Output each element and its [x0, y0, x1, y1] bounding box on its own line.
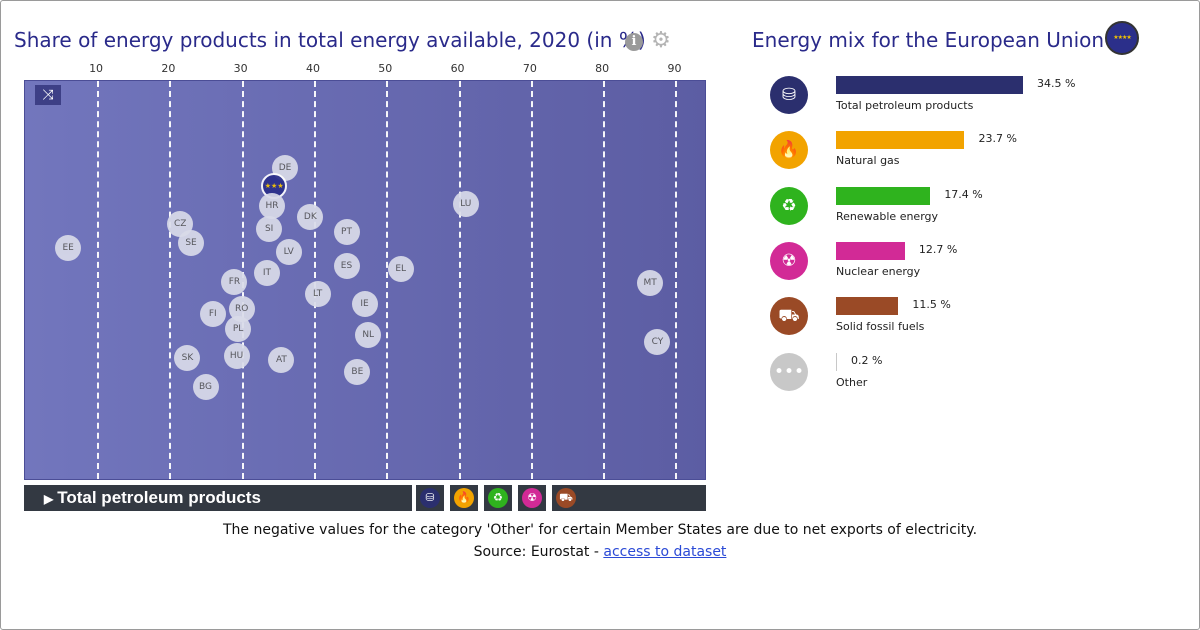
x-tick-label: 50	[378, 62, 393, 75]
x-tick-label: 70	[522, 62, 537, 75]
scatter-plot-area: ⤨ EE CZ SE FR FI PL RO HU SK BG DE ★★★ HR SI DK LV IT AT L…	[24, 80, 706, 480]
recycle-icon: ♻	[770, 186, 808, 225]
energy-mix-value: 17.4 %	[944, 187, 983, 201]
oil-barrel-icon: ⛁	[420, 488, 440, 508]
gridline	[675, 81, 678, 479]
energy-mix-label: Nuclear energy	[836, 264, 921, 278]
energy-mix-value: 0.2 %	[851, 353, 883, 367]
x-axis-ticks: 10 20 30 40 50 60 70 80 90	[0, 62, 710, 78]
energy-mix-bar	[836, 131, 965, 150]
gear-icon[interactable]: ⚙	[651, 28, 671, 53]
category-button-coal-cart[interactable]: ⛟	[552, 485, 580, 511]
energy-mix-value: 11.5 %	[912, 298, 951, 312]
x-tick-label: 10	[89, 62, 104, 75]
country-marker-nl[interactable]: NL	[355, 322, 382, 348]
country-marker-se[interactable]: SE	[178, 230, 205, 256]
country-marker-bg[interactable]: BG	[192, 374, 219, 400]
x-tick-label: 60	[450, 62, 465, 75]
radiation-icon: ☢	[522, 488, 542, 508]
energy-mix-bar	[836, 297, 899, 316]
radiation-icon: ☢	[770, 241, 808, 280]
energy-mix-label: Renewable energy	[836, 209, 939, 223]
source-text: Source: Eurostat -	[473, 544, 604, 560]
gridline	[97, 81, 100, 479]
category-button-recycle[interactable]: ♻	[484, 485, 512, 511]
country-marker-ro[interactable]: RO	[228, 296, 255, 322]
country-marker-lu[interactable]: LU	[452, 191, 479, 217]
country-marker-hr[interactable]: HR	[259, 193, 286, 219]
country-marker-fr[interactable]: FR	[221, 269, 248, 295]
country-marker-si[interactable]: SI	[256, 216, 283, 242]
source-line: Source: Eurostat - access to dataset	[0, 544, 1200, 560]
energy-mix-row: ♻ 17.4 % Renewable energy	[770, 186, 1190, 227]
oil-barrel-icon: ⛁	[770, 76, 808, 114]
country-marker-at[interactable]: AT	[268, 347, 295, 373]
gridline	[169, 81, 172, 479]
country-marker-lt[interactable]: LT	[304, 281, 331, 307]
coal-cart-icon: ⛟	[556, 488, 576, 508]
gridline	[386, 81, 389, 479]
country-marker-dk[interactable]: DK	[297, 204, 324, 230]
energy-mix-label: Total petroleum products	[836, 99, 974, 112]
energy-mix-row: 🔥 23.7 % Natural gas	[770, 131, 1190, 171]
selected-product-dropdown[interactable]: ▶ Total petroleum products	[24, 485, 412, 511]
country-marker-el[interactable]: EL	[387, 256, 414, 282]
chart-title: Share of energy products in total energy…	[14, 28, 646, 52]
info-icon[interactable]: i	[625, 33, 643, 51]
x-tick-label: 90	[667, 62, 682, 75]
flame-icon: 🔥	[454, 488, 474, 508]
country-marker-hu[interactable]: HU	[223, 343, 250, 369]
energy-mix-value: 34.5 %	[1037, 77, 1076, 90]
country-marker-pt[interactable]: PT	[333, 219, 360, 245]
category-buttons: ⛁ 🔥 ♻ ☢ ⛟	[416, 485, 580, 511]
energy-mix-row: ⛁ 34.5 % Total petroleum products	[770, 76, 1190, 116]
bottom-bar-end	[577, 485, 706, 511]
country-marker-ee[interactable]: EE	[55, 235, 82, 261]
energy-mix-bar	[836, 352, 837, 371]
country-marker-it[interactable]: IT	[253, 260, 280, 286]
country-marker-mt[interactable]: MT	[637, 270, 664, 296]
flame-icon: 🔥	[770, 131, 808, 170]
energy-mix-row: ⛟ 11.5 % Solid fossil fuels	[770, 297, 1190, 337]
energy-mix-row: ••• 0.2 % Other	[770, 352, 1190, 393]
gridline	[603, 81, 606, 479]
energy-mix-value: 12.7 %	[918, 242, 958, 256]
x-tick-label: 40	[305, 62, 320, 75]
gridline	[530, 81, 533, 479]
category-button-radiation[interactable]: ☢	[518, 485, 546, 511]
country-marker-sk[interactable]: SK	[174, 345, 201, 371]
energy-mix-row: ☢ 12.7 % Nuclear energy	[770, 241, 1190, 282]
x-tick-label: 80	[595, 62, 610, 75]
category-button-flame[interactable]: 🔥	[450, 485, 478, 511]
caret-right-icon: ▶	[44, 492, 54, 506]
coal-cart-icon: ⛟	[770, 297, 808, 336]
country-marker-cy[interactable]: CY	[644, 329, 671, 355]
energy-mix-bar	[836, 241, 905, 260]
country-marker-es[interactable]: ES	[333, 253, 360, 279]
energy-mix-bar	[836, 76, 1023, 94]
energy-mix-value: 23.7 %	[978, 132, 1017, 146]
shuffle-icon[interactable]: ⤨	[35, 85, 61, 105]
country-marker-fi[interactable]: FI	[199, 301, 226, 327]
selected-product-label: Total petroleum products	[57, 488, 261, 507]
energy-mix-label: Solid fossil fuels	[836, 320, 925, 334]
gridline	[458, 81, 461, 479]
side-panel-title: Energy mix for the European Union	[752, 28, 1105, 52]
x-tick-label: 30	[233, 62, 248, 75]
recycle-icon: ♻	[488, 488, 508, 508]
country-marker-ie[interactable]: IE	[351, 291, 378, 317]
category-button-oil-barrel[interactable]: ⛁	[416, 485, 444, 511]
country-marker-be[interactable]: BE	[344, 359, 371, 385]
ellipsis-icon: •••	[770, 352, 808, 391]
energy-mix-label: Natural gas	[836, 154, 900, 168]
energy-mix-label: Other	[836, 375, 868, 389]
footnote: The negative values for the category 'Ot…	[222, 522, 978, 538]
eu-flag-icon: ★★★★	[1105, 21, 1139, 55]
gridline	[313, 81, 316, 479]
country-marker-lv[interactable]: LV	[275, 239, 302, 265]
x-tick-label: 20	[161, 62, 176, 75]
dataset-link[interactable]: access to dataset	[603, 544, 727, 560]
energy-mix-bar	[836, 186, 931, 205]
